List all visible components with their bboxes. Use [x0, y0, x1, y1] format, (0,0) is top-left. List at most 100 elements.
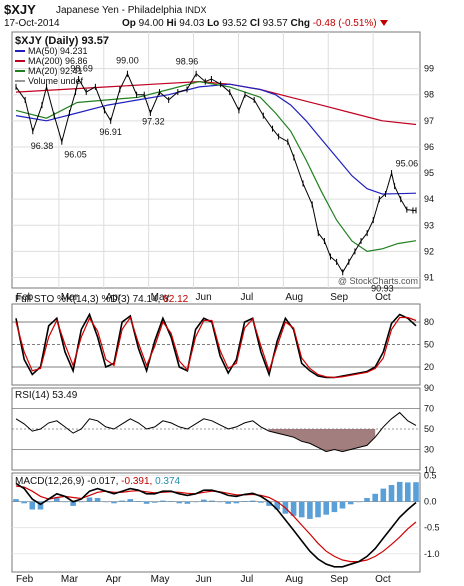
ohlc-readout: Op 94.00 Hi 94.03 Lo 93.52 Cl 93.57 Chg … [122, 18, 388, 29]
instrument-name: Japanese Yen - Philadelphia INDX [56, 5, 207, 16]
ma20-line [15, 80, 417, 253]
macd-hist-bar [37, 501, 44, 510]
price-annotation: 98.69 [70, 64, 93, 74]
macd-hist-bar [233, 501, 240, 504]
rsi-tick-70: 70 [424, 404, 434, 414]
rsi-line [15, 411, 417, 453]
x-month-label-mar: Mar [61, 292, 79, 303]
low-value: 93.52 [222, 18, 248, 29]
macd-hist-bar [119, 500, 125, 502]
macd-tick--0_5: -0.5 [424, 523, 440, 533]
x-month-label-may: May [151, 292, 170, 303]
sto-tick-50: 50 [424, 340, 434, 350]
macd-hist-bar [241, 501, 248, 502]
price-tick-93: 93 [424, 220, 434, 230]
macd-hist-bar [249, 500, 256, 502]
x-month-label-bottom-feb: Feb [16, 574, 34, 585]
legend-label: MA(200) 96.86 [28, 56, 88, 66]
x-month-label-apr: Apr [106, 292, 122, 303]
macd-hist-bar [356, 501, 362, 503]
macd-hist-bar [323, 501, 329, 515]
x-month-label-bottom-jul: Jul [240, 574, 253, 585]
symbol-title: $XJY [4, 2, 36, 17]
sto-tick-20: 20 [424, 362, 434, 372]
price-annotation: 96.05 [64, 150, 87, 160]
rsi-title: RSI(14) 53.49 [15, 390, 78, 401]
macd-hist-bar [152, 501, 158, 503]
open-label: Op [122, 18, 136, 29]
price-annotation: 98.96 [176, 57, 199, 67]
macd-hist-bar [217, 501, 223, 503]
macd-hist-bar [364, 498, 370, 502]
down-triangle-icon [379, 20, 388, 27]
x-month-label-jul: Jul [240, 292, 253, 303]
price-tick-94: 94 [424, 194, 434, 204]
macd-hist-bar [54, 498, 60, 502]
change-label: Chg [290, 18, 310, 29]
macd-hist-bar [388, 485, 395, 502]
macd-hist-bar [94, 498, 101, 502]
rsi-tick-30: 30 [424, 445, 434, 455]
macd-hist-bar [78, 501, 85, 503]
macd-hist-bar [298, 501, 305, 518]
price-annotation: 90.93 [371, 283, 394, 293]
macd-hist-bar [405, 482, 411, 502]
x-month-label-bottom-aug: Aug [285, 574, 303, 585]
price-tick-99: 99 [424, 64, 434, 74]
sto-tick-80: 80 [424, 317, 434, 327]
macd-hist-bar [347, 501, 354, 505]
x-month-label-bottom-oct: Oct [375, 574, 391, 585]
price-tick-97: 97 [424, 116, 434, 126]
price-annotation: 95.06 [396, 158, 419, 168]
macd-title-signal: -0.391, [121, 476, 155, 487]
macd-tick--1: -1.0 [424, 549, 440, 559]
x-month-label-oct: Oct [375, 292, 391, 303]
rsi-tick-50: 50 [424, 424, 434, 434]
x-month-label-bottom-mar: Mar [61, 574, 79, 585]
close-value: 93.57 [262, 18, 288, 29]
macd-hist-bar [290, 501, 297, 516]
macd-tick-0_5: 0.5 [424, 471, 437, 481]
price-tick-96: 96 [424, 142, 434, 152]
macd-hist-bar [111, 501, 117, 504]
x-month-label-bottom-apr: Apr [106, 574, 122, 585]
macd-hist-bar [184, 501, 191, 504]
macd-hist-bar [274, 501, 280, 510]
macd-hist-bar [380, 488, 387, 502]
macd-hist-bar [103, 501, 109, 503]
macd-hist-bar [258, 501, 264, 503]
macd-hist-bar [209, 500, 215, 502]
rsi-fill-area [269, 429, 376, 452]
price-tick-92: 92 [424, 246, 434, 256]
sto-title-k: 74.14, [133, 294, 164, 305]
macd-hist-bar [86, 497, 93, 502]
sto-k-line [15, 312, 417, 379]
sto-title-d: 82.12 [163, 294, 188, 305]
macd-hist-bar [127, 499, 134, 502]
price-line [15, 72, 416, 274]
macd-hist-bar [176, 501, 183, 504]
macd-hist-bar [315, 501, 321, 518]
sto-title: Full STO %K(14,3) %D(3) 74.14, 82.12 [15, 294, 189, 305]
price-tick-98: 98 [424, 90, 434, 100]
ma50-line [15, 83, 417, 195]
price-tick-95: 95 [424, 168, 434, 178]
rsi-tick-10: 10 [424, 465, 434, 475]
x-month-label-aug: Aug [285, 292, 303, 303]
high-value: 94.03 [179, 18, 205, 29]
legend-label: Volume undef [28, 76, 84, 86]
price-chart-title: $XJY (Daily) 93.57 [15, 35, 109, 47]
macd-hist-bar [168, 501, 174, 502]
macd-hist-bar [29, 501, 36, 510]
high-label: Hi [166, 18, 177, 29]
macd-hist-bar [192, 501, 199, 503]
macd-hist-bar [331, 501, 338, 513]
low-label: Lo [207, 18, 220, 29]
macd-title-label: MACD(12,26,9) [15, 476, 87, 487]
close-label: Cl [249, 18, 260, 29]
macd-hist-bar [13, 499, 19, 502]
x-month-label-bottom-may: May [151, 574, 170, 585]
price-tick-91: 91 [424, 273, 434, 283]
macd-hist-bar [143, 501, 150, 504]
macd-hist-bar [21, 501, 27, 504]
